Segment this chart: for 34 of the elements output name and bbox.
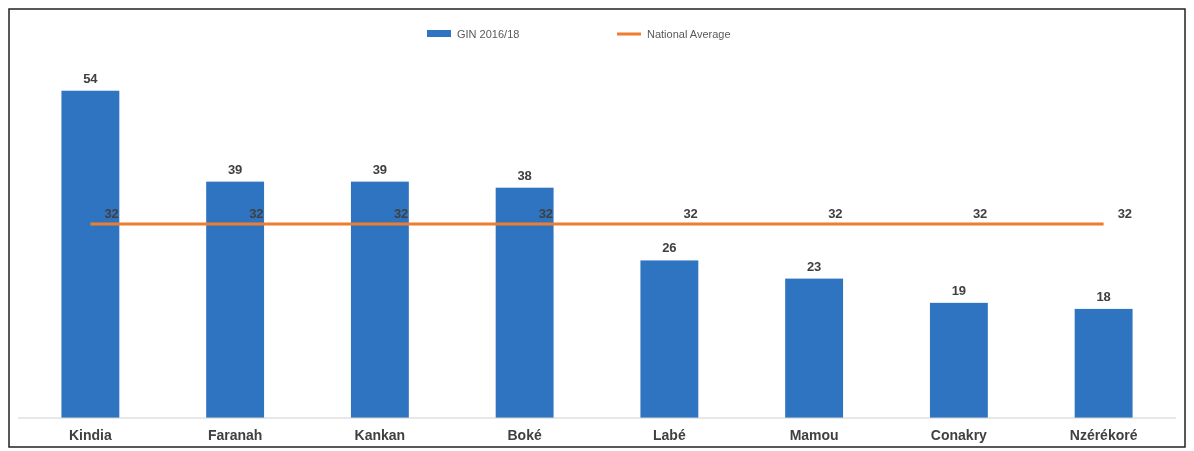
data-label: 19 [951,282,967,298]
data-label: 32 [104,206,119,222]
data-label: 32 [828,206,843,222]
bar [640,260,699,418]
bar [785,278,844,418]
legend-label: National Average [647,28,731,40]
x-tick-label: Kindia [68,427,112,443]
bar [350,181,409,418]
data-label: 32 [972,206,988,222]
data-label: 38 [517,167,532,183]
data-label: 32 [249,206,264,222]
x-tick-label: Nzérékoré [1069,427,1138,443]
x-tick-label: Mamou [789,427,839,443]
x-tick-label: Faranah [207,427,263,443]
bar [1074,308,1133,418]
data-label: 32 [1117,206,1133,222]
bar [206,181,265,418]
bar [61,90,120,418]
bar [495,187,554,418]
data-label: 39 [227,161,243,177]
x-tick-label: Boké [507,427,542,443]
data-label: 54 [83,70,99,86]
legend-label: GIN 2016/18 [457,28,520,40]
data-label: 26 [662,240,677,256]
data-label: 23 [806,258,822,274]
data-label: 32 [538,206,554,222]
data-label: 18 [1096,288,1111,304]
x-tick-label: Conakry [930,427,988,443]
x-tick-label: Labé [653,427,686,443]
data-label: 32 [683,206,698,222]
x-tick-label: Kankan [354,427,406,443]
data-label: 32 [393,206,409,222]
bar [929,302,988,418]
data-label: 39 [372,161,388,177]
